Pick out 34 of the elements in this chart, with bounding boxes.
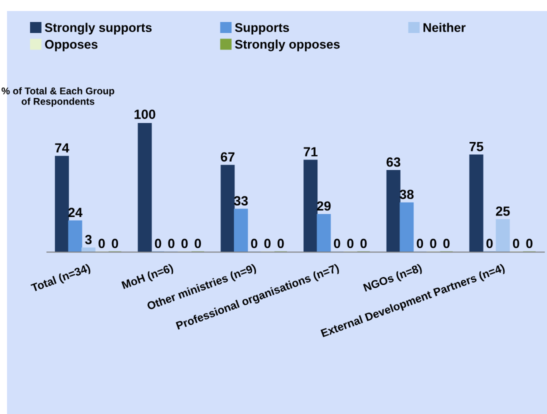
data-label: 0 — [154, 238, 162, 248]
y-axis-title: % of Total & Each Group of Respondents — [2, 87, 114, 107]
x-tick-label: MoH (n=6) — [121, 263, 174, 292]
data-label: 0 — [181, 238, 188, 248]
data-label: 0 — [443, 238, 450, 248]
legend-label: Supports — [234, 23, 289, 34]
data-label: 0 — [194, 238, 201, 248]
data-label: 74 — [55, 143, 70, 152]
data-label: 0 — [98, 238, 105, 248]
data-label: 0 — [168, 238, 174, 248]
data-label: 0 — [278, 238, 284, 248]
data-label: 0 — [251, 238, 258, 248]
data-label: 0 — [347, 238, 354, 248]
data-label: 0 — [486, 238, 493, 248]
legend-label: Strongly opposes — [234, 40, 340, 52]
data-label: 25 — [496, 206, 510, 216]
data-label: 0 — [264, 238, 271, 248]
data-label: 3 — [85, 234, 92, 244]
legend-label: Opposes — [45, 40, 98, 52]
data-label: 75 — [470, 142, 484, 152]
data-label: 0 — [112, 238, 118, 248]
legend-label: Neither — [424, 22, 466, 32]
legend-label: Strongly supports — [44, 22, 152, 35]
data-label: 67 — [220, 152, 234, 162]
data-label: 0 — [512, 238, 520, 248]
x-tick-label: NGOs (n=8) — [362, 263, 423, 294]
data-label: 0 — [334, 238, 340, 248]
data-label: 63 — [386, 157, 400, 167]
data-label: 0 — [416, 238, 424, 248]
data-label: 0 — [430, 238, 436, 248]
data-label: 0 — [526, 238, 532, 248]
data-label: 0 — [360, 238, 367, 248]
data-label: 100 — [134, 110, 156, 119]
data-label: 71 — [304, 147, 318, 156]
